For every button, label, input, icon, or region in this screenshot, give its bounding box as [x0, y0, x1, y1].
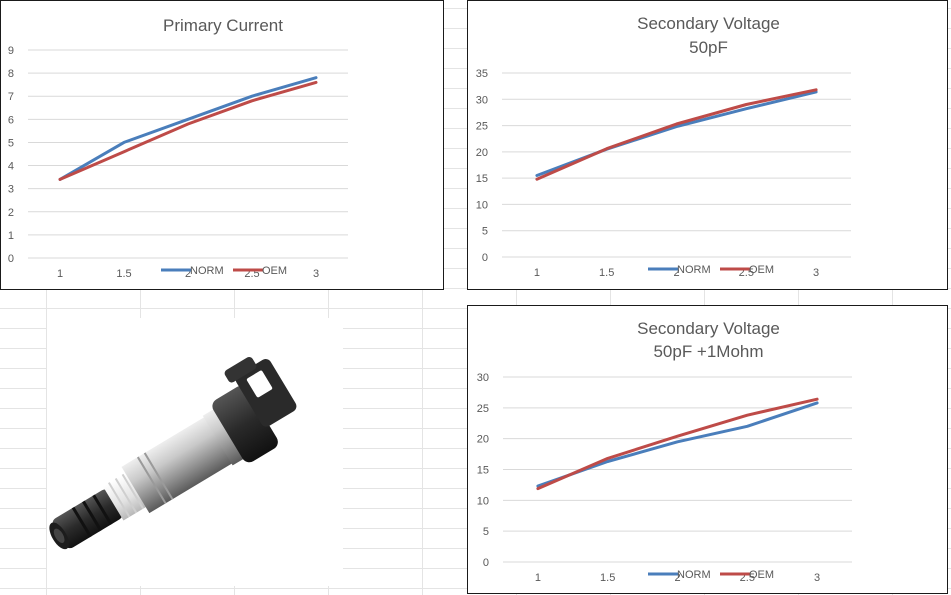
chart-svg: Secondary Voltage 50pF +1Mohm 0 5 10 15 20 25 30…: [477, 319, 852, 584]
chart-title: Secondary Voltage: [637, 14, 780, 33]
series-line-oem[interactable]: [58, 80, 318, 181]
primary-current-chart[interactable]: Primary Current 0 1 2 3 4 5 6 7 8 9 1 1.5 2 2.5 3 NORM OE…: [0, 0, 444, 290]
legend-label-oem: OEM: [262, 265, 287, 277]
y-tick-label: 20: [476, 147, 488, 159]
series-line-oem[interactable]: [535, 88, 818, 181]
y-tick-label: 2: [8, 207, 14, 219]
x-tick-label: 3: [813, 267, 819, 279]
y-tick-label: 5: [8, 137, 14, 149]
x-tick-label: 1: [534, 267, 540, 279]
y-tick-label: 4: [8, 161, 14, 173]
y-tick-label: 10: [477, 495, 489, 507]
chart-svg: Secondary Voltage 50pF 0 5 10 15 20 25 30 35 1 1.5 2…: [476, 14, 851, 279]
x-tick-label: 3: [814, 572, 820, 584]
y-tick-label: 25: [476, 121, 488, 133]
chart-subtitle: 50pF +1Mohm: [653, 342, 763, 361]
y-tick-label: 7: [8, 91, 14, 103]
x-tick-label: 3: [313, 268, 319, 280]
x-tick-label: 2: [673, 267, 679, 279]
y-tick-label: 0: [482, 252, 488, 264]
chart-title: Primary Current: [163, 16, 283, 35]
ignition-coil-icon: [49, 356, 297, 550]
secondary-voltage-50pf-chart[interactable]: Secondary Voltage 50pF 0 5 10 15 20 25 30 35 1 1.5 2…: [467, 0, 948, 290]
x-tick-label: 1: [535, 572, 541, 584]
secondary-voltage-50pf-1mohm-chart[interactable]: Secondary Voltage 50pF +1Mohm 0 5 10 15 20 25 30…: [467, 305, 948, 594]
y-tick-label: 10: [476, 199, 488, 211]
ignition-coil-photo: [47, 318, 343, 586]
legend-label-oem: OEM: [749, 569, 774, 581]
legend-label-norm: NORM: [677, 264, 711, 276]
x-tick-label: 2: [185, 268, 191, 280]
y-tick-label: 15: [477, 465, 489, 477]
y-tick-label: 5: [482, 226, 488, 238]
chart-title: Secondary Voltage: [637, 319, 780, 338]
y-tick-label: 5: [483, 526, 489, 538]
y-tick-label: 30: [476, 94, 488, 106]
y-tick-label: 0: [8, 253, 14, 265]
x-tick-label: 2: [674, 572, 680, 584]
y-tick-label: 9: [8, 45, 14, 57]
y-tick-label: 30: [477, 372, 489, 384]
series-line-norm[interactable]: [536, 401, 819, 488]
y-tick-label: 1: [8, 230, 14, 242]
y-tick-label: 8: [8, 68, 14, 80]
x-tick-label: 1.5: [599, 267, 614, 279]
legend-label-norm: NORM: [190, 265, 224, 277]
y-tick-label: 6: [8, 114, 14, 126]
legend-label-norm: NORM: [677, 569, 711, 581]
y-tick-label: 20: [477, 434, 489, 446]
y-tick-label: 0: [483, 557, 489, 569]
y-tick-label: 25: [477, 403, 489, 415]
chart-subtitle: 50pF: [689, 38, 728, 57]
series-line-norm[interactable]: [535, 90, 818, 177]
x-tick-label: 1: [57, 268, 63, 280]
x-tick-label: 1.5: [600, 572, 615, 584]
x-tick-label: 1.5: [116, 268, 131, 280]
y-tick-label: 3: [8, 184, 14, 196]
y-tick-label: 15: [476, 173, 488, 185]
series-line-norm[interactable]: [58, 76, 318, 181]
legend-label-oem: OEM: [749, 264, 774, 276]
series-line-oem[interactable]: [536, 397, 819, 491]
y-tick-label: 35: [476, 68, 488, 80]
